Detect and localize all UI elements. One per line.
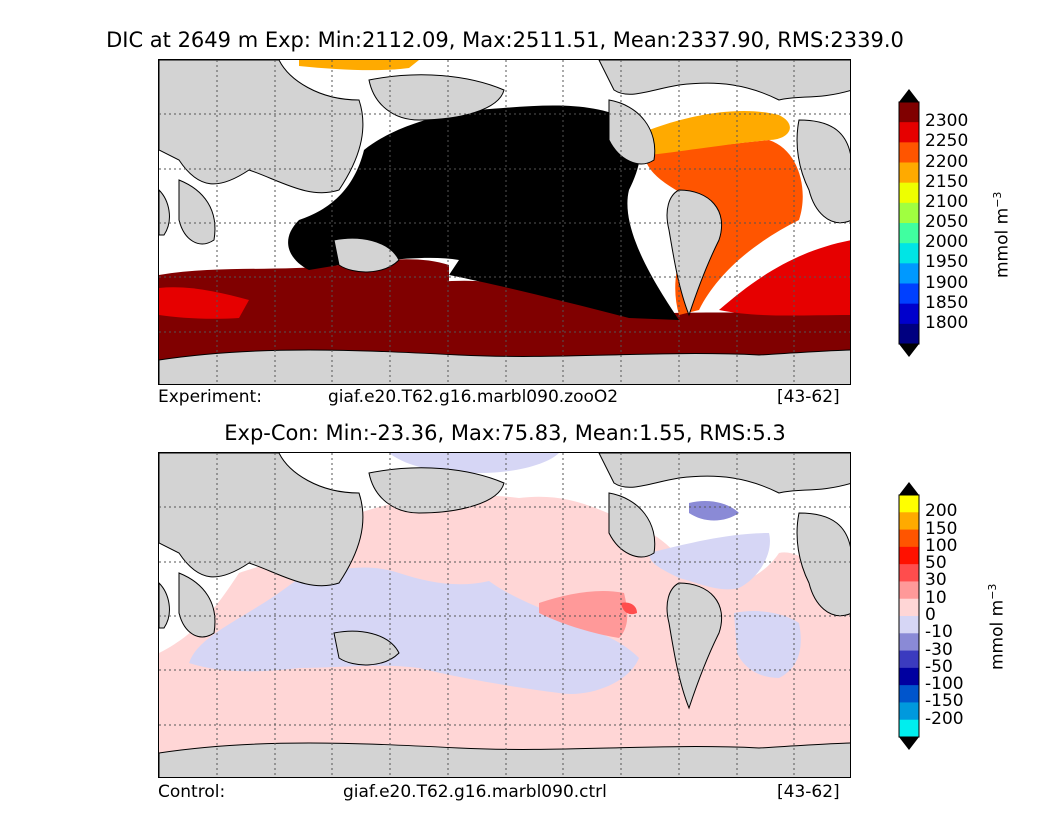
bottom-footer-years: [43-62] xyxy=(777,782,840,802)
bottom-colorbar-bin xyxy=(899,616,919,634)
top-colorbar-bin xyxy=(899,122,919,143)
top-colorbar-bin xyxy=(899,162,919,184)
bottom-footer-case: giaf.e20.T62.g16.marbl090.ctrl xyxy=(343,782,607,802)
bottom-colorbar-under-arrow xyxy=(899,737,919,750)
top-colorbar-under-arrow xyxy=(899,344,919,357)
top-colorbar-tick-label: 2050 xyxy=(925,212,969,232)
bottom-colorbar-tick-label: 0 xyxy=(925,605,936,625)
top-colorbar-tick-label: 2300 xyxy=(925,111,969,132)
bottom-colorbar-tick-label: -50 xyxy=(925,656,953,677)
bottom-colorbar-bin xyxy=(899,581,919,600)
top-footer-case: giaf.e20.T62.g16.marbl090.zooO2 xyxy=(328,387,619,407)
bottom-colorbar-tick-label: 50 xyxy=(925,553,947,574)
bottom-colorbar-bin xyxy=(899,546,919,565)
top-colorbar-tick-label: 2100 xyxy=(925,191,969,212)
top-colorbar-tick-label: 1950 xyxy=(925,252,969,273)
top-land xyxy=(159,60,850,384)
top-gridlines xyxy=(159,60,850,384)
top-footer-label: Experiment: xyxy=(158,387,262,407)
bottom-colorbar-bin xyxy=(899,667,919,686)
bottom-colorbar-tick-label: -10 xyxy=(925,622,953,643)
bottom-colorbar-frame xyxy=(898,494,920,738)
top-colorbar-bin xyxy=(899,263,919,284)
bottom-purple-field xyxy=(689,501,739,521)
bottom-colorbar-tick-label: -150 xyxy=(925,691,964,712)
bottom-red-field xyxy=(539,591,628,638)
bottom-colorbar-unit-exponent: −3 xyxy=(986,583,999,600)
top-west-red xyxy=(159,287,249,319)
bottom-colorbar-bin xyxy=(899,529,919,548)
bottom-colorbar-tick-label: 100 xyxy=(925,535,958,556)
bottom-colorbar-bin xyxy=(899,598,919,617)
bottom-colorbar-tick-label: -100 xyxy=(925,674,964,695)
top-colorbar-bin xyxy=(899,102,919,123)
bottom-colorbar-bin xyxy=(899,512,919,531)
bottom-map-panel xyxy=(158,452,851,778)
top-south-atlantic-red xyxy=(719,240,850,316)
bottom-colorbar-unit-text: mmol m xyxy=(987,599,1008,670)
bottom-colorbar-over-arrow xyxy=(899,482,919,495)
bottom-colorbar-tick-label: 200 xyxy=(925,501,958,522)
bottom-bright-red-field xyxy=(621,602,637,615)
bottom-colorbar-bin xyxy=(899,564,919,582)
bottom-colorbar-bin xyxy=(899,702,919,721)
bottom-colorbar-bin xyxy=(899,633,919,652)
bottom-colorbar-unit: mmol m−3 xyxy=(986,584,1008,670)
top-map-panel xyxy=(158,59,851,385)
bottom-colorbar-tick-label: -200 xyxy=(925,708,964,729)
top-colorbar-unit-text: mmol m xyxy=(992,207,1013,278)
top-colorbar-over-arrow xyxy=(899,89,919,102)
top-colorbar-tick-label: 1800 xyxy=(925,312,969,333)
top-colorbar-bin xyxy=(899,142,919,163)
bottom-footer-label: Control: xyxy=(158,782,226,802)
bottom-colorbar-bin xyxy=(899,495,919,513)
bottom-blue-field-pacific xyxy=(189,567,639,694)
bottom-colorbar xyxy=(898,482,920,750)
top-arctic-field xyxy=(299,60,419,71)
top-colorbar-bin xyxy=(899,323,919,345)
bottom-colorbar-bin xyxy=(899,650,919,669)
bottom-colorbar-bin xyxy=(899,719,919,738)
bottom-colorbar-bin xyxy=(899,685,919,703)
top-footer-years: [43-62] xyxy=(777,387,840,407)
bottom-chart-title: Exp-Con: Min:-23.36, Max:75.83, Mean:1.5… xyxy=(224,421,786,445)
bottom-gridlines xyxy=(159,453,850,777)
top-colorbar-bin xyxy=(899,223,919,244)
top-colorbar-frame xyxy=(898,101,920,345)
bottom-colorbar-tick-label: -30 xyxy=(925,639,953,660)
top-colorbar-bin xyxy=(899,202,919,224)
bottom-colorbar-tick-label: 10 xyxy=(925,587,947,608)
top-colorbar-unit: mmol m−3 xyxy=(991,192,1013,278)
top-colorbar-tick-label: 1850 xyxy=(925,292,969,313)
bottom-map-svg xyxy=(159,453,850,777)
top-atlantic-field-2 xyxy=(649,110,790,155)
bottom-blue-field-south-atlantic xyxy=(734,611,801,678)
top-colorbar-bin xyxy=(899,243,919,264)
top-pacific-field xyxy=(288,105,679,320)
top-colorbar-tick-label: 2250 xyxy=(925,131,969,152)
top-colorbar xyxy=(898,89,920,357)
bottom-blue-field-atlantic xyxy=(649,533,770,590)
top-colorbar-bin xyxy=(899,303,919,325)
top-colorbar-bin xyxy=(899,283,919,305)
bottom-colorbar-tick-label: 30 xyxy=(925,570,947,591)
top-colorbar-tick-label: 2000 xyxy=(925,232,969,253)
top-colorbar-unit-exponent: −3 xyxy=(991,191,1004,208)
top-colorbar-bin xyxy=(899,182,919,204)
top-map-svg xyxy=(159,60,850,384)
top-colorbar-tick-label: 1900 xyxy=(925,272,969,293)
top-colorbar-tick-label: 2150 xyxy=(925,171,969,192)
top-chart-title: DIC at 2649 m Exp: Min:2112.09, Max:2511… xyxy=(106,28,904,52)
bottom-colorbar-tick-label: 150 xyxy=(925,518,958,539)
top-colorbar-tick-label: 2200 xyxy=(925,151,969,172)
